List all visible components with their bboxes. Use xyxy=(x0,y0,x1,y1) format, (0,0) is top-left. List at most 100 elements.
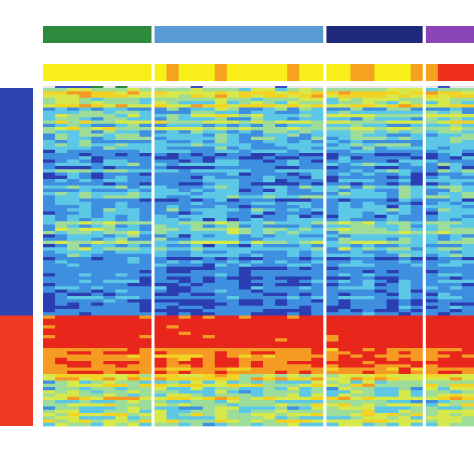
heatmap-cell xyxy=(263,110,276,115)
heatmap-cell xyxy=(79,390,92,394)
heatmap-cell xyxy=(425,257,439,261)
heatmap-cell xyxy=(190,208,204,212)
heatmap-cell xyxy=(338,361,351,365)
heatmap-cell xyxy=(166,195,179,199)
heatmap-cell xyxy=(127,117,140,121)
heatmap-cell xyxy=(226,374,240,378)
heatmap-cell xyxy=(386,133,400,138)
heatmap-cell xyxy=(127,195,140,199)
heatmap-cell xyxy=(362,205,375,209)
heatmap-cell xyxy=(299,318,312,323)
heatmap-cell xyxy=(461,159,474,164)
heatmap-cell xyxy=(299,221,312,225)
heatmap-cell xyxy=(374,357,387,362)
heatmap-cell xyxy=(386,97,400,102)
heatmap-cell xyxy=(275,166,288,170)
heatmap-cell xyxy=(299,315,312,320)
heatmap-cell xyxy=(178,136,192,141)
heatmap-cell xyxy=(449,120,463,125)
heatmap-cell xyxy=(437,335,451,339)
heatmap-cell xyxy=(214,387,228,391)
heatmap-cell xyxy=(299,211,312,216)
heatmap-cell xyxy=(127,91,140,95)
heatmap-cell xyxy=(55,192,68,196)
heatmap-cell xyxy=(178,390,192,394)
heatmap-cell xyxy=(79,107,92,112)
heatmap-cell xyxy=(103,205,116,209)
heatmap-cell xyxy=(350,127,363,131)
heatmap-cell xyxy=(91,127,104,131)
heatmap-cell xyxy=(299,162,312,167)
heatmap-cell xyxy=(43,257,56,261)
heatmap-cell xyxy=(190,123,204,128)
heatmap-cell xyxy=(127,133,140,138)
heatmap-cell xyxy=(67,192,80,196)
heatmap-cell xyxy=(263,348,276,352)
heatmap-cell xyxy=(263,367,276,372)
heatmap-cell xyxy=(214,406,228,411)
heatmap-cell xyxy=(238,110,252,115)
heatmap-cell xyxy=(362,114,375,118)
heatmap-cell xyxy=(55,94,68,99)
heatmap-cell xyxy=(311,240,324,245)
heatmap-cell xyxy=(386,159,400,164)
heatmap-cell xyxy=(127,413,140,417)
heatmap-cell xyxy=(55,153,68,157)
heatmap-cell xyxy=(202,175,216,180)
heatmap-cell xyxy=(67,250,80,255)
heatmap-cell xyxy=(263,169,276,173)
heatmap-cell xyxy=(67,419,80,424)
heatmap-cell xyxy=(43,273,56,277)
heatmap-cell xyxy=(338,172,351,177)
heatmap-cell xyxy=(55,357,68,362)
heatmap-cell xyxy=(103,380,116,385)
heatmap-cell xyxy=(115,166,128,170)
heatmap-cell xyxy=(449,354,463,359)
heatmap-cell xyxy=(166,143,179,147)
heatmap-cell xyxy=(166,162,179,167)
heatmap-cell xyxy=(437,166,451,170)
heatmap-cell xyxy=(437,416,451,420)
heatmap-cell xyxy=(91,279,104,284)
heatmap-cell xyxy=(43,185,56,190)
heatmap-cell xyxy=(154,179,167,183)
heatmap-cell xyxy=(166,357,179,362)
heatmap-cell xyxy=(250,94,264,99)
heatmap-cell xyxy=(410,354,424,359)
heatmap-cell xyxy=(166,182,179,186)
heatmap-cell xyxy=(238,149,252,154)
heatmap-cell xyxy=(139,283,152,287)
heatmap-cell xyxy=(311,270,324,274)
heatmap-cell xyxy=(127,110,140,115)
heatmap-cell xyxy=(166,286,179,290)
heatmap-cell xyxy=(190,409,204,414)
heatmap-cell xyxy=(437,208,451,212)
heatmap-cell xyxy=(79,409,92,414)
heatmap-cell xyxy=(154,374,167,378)
heatmap-cell xyxy=(214,296,228,300)
heatmap-cell xyxy=(263,357,276,362)
heatmap-cell xyxy=(166,240,179,245)
heatmap-cell xyxy=(263,162,276,167)
heatmap-cell xyxy=(461,117,474,121)
heatmap-cell xyxy=(311,390,324,394)
heatmap-cell xyxy=(425,156,439,160)
heatmap-cell xyxy=(154,325,167,329)
heatmap-cell xyxy=(190,286,204,290)
heatmap-cell xyxy=(202,328,216,333)
heatmap-cell xyxy=(166,211,179,216)
heatmap-cell xyxy=(226,328,240,333)
heatmap-cell xyxy=(275,406,288,411)
heatmap-cell xyxy=(139,208,152,212)
heatmap-cell xyxy=(79,101,92,105)
heatmap-cell xyxy=(154,214,167,219)
heatmap-cell xyxy=(425,244,439,248)
heatmap-cell xyxy=(311,123,324,128)
heatmap-cell xyxy=(91,335,104,339)
heatmap-cell xyxy=(250,292,264,297)
heatmap-cell xyxy=(91,211,104,216)
heatmap-cell xyxy=(311,377,324,381)
heatmap-cell xyxy=(398,266,412,271)
heatmap-cell xyxy=(238,185,252,190)
heatmap-cell xyxy=(154,390,167,394)
